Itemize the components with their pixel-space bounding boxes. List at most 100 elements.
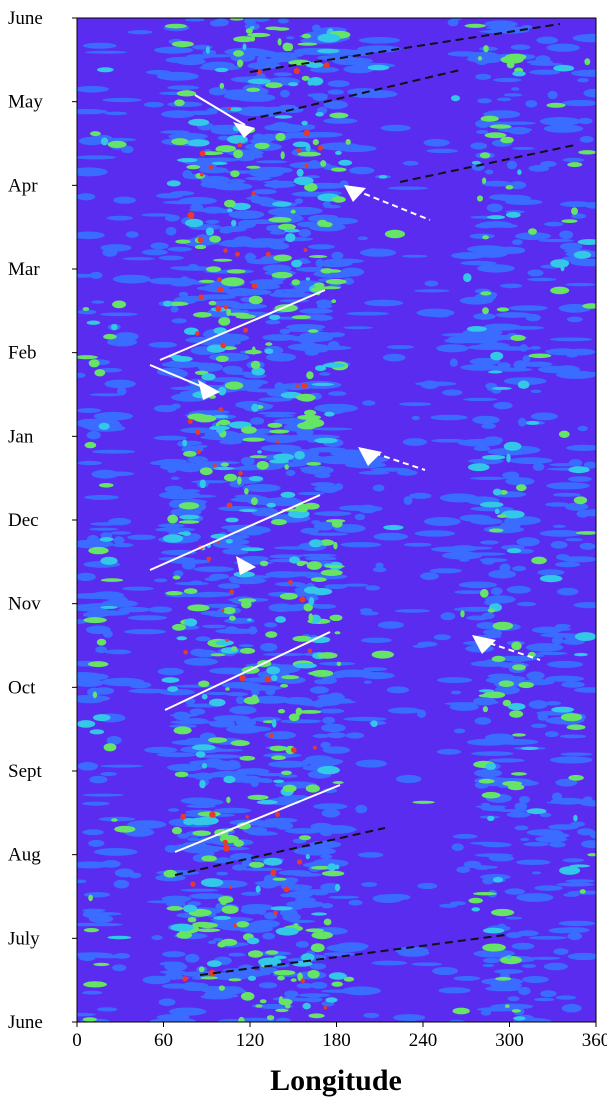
- texture-streak: [487, 673, 514, 679]
- texture-streak: [584, 202, 596, 209]
- y-tick-label: Jan: [8, 426, 34, 447]
- texture-streak: [230, 466, 259, 471]
- texture-streak: [514, 802, 528, 811]
- texture-streak: [506, 453, 511, 463]
- texture-streak: [578, 117, 593, 125]
- texture-streak: [316, 304, 333, 309]
- texture-streak: [177, 833, 190, 839]
- texture-streak: [510, 44, 531, 50]
- texture-spot: [223, 248, 228, 253]
- texture-streak: [481, 791, 501, 799]
- texture-streak: [324, 564, 345, 569]
- texture-spot: [209, 811, 216, 818]
- texture-streak: [323, 100, 348, 110]
- texture-streak: [150, 242, 169, 250]
- texture-streak: [547, 830, 564, 837]
- texture-streak: [251, 831, 276, 835]
- texture-streak: [314, 437, 338, 444]
- texture-streak: [213, 915, 231, 920]
- texture-streak: [317, 765, 340, 775]
- texture-streak: [275, 927, 299, 936]
- texture-streak: [218, 317, 231, 326]
- texture-streak: [154, 46, 194, 54]
- texture-streak: [468, 897, 483, 904]
- texture-streak: [225, 626, 238, 633]
- texture-streak: [226, 308, 232, 316]
- texture-streak: [576, 510, 589, 518]
- texture-streak: [311, 931, 333, 940]
- texture-streak: [286, 36, 295, 40]
- texture-spot: [301, 382, 308, 389]
- texture-streak: [483, 436, 503, 444]
- texture-streak: [485, 169, 494, 175]
- texture-streak: [182, 85, 192, 91]
- texture-streak: [121, 145, 134, 154]
- texture-streak: [495, 976, 512, 981]
- texture-streak: [199, 467, 213, 476]
- texture-streak: [205, 46, 210, 54]
- texture-streak: [481, 842, 512, 848]
- texture-streak: [225, 760, 240, 767]
- texture-streak: [173, 570, 184, 578]
- texture-streak: [559, 242, 583, 251]
- texture-streak: [478, 689, 495, 693]
- texture-streak: [154, 578, 168, 583]
- texture-streak: [268, 760, 309, 768]
- texture-streak: [113, 879, 130, 889]
- texture-streak: [478, 949, 515, 958]
- texture-streak: [490, 26, 530, 34]
- texture-spot: [269, 733, 274, 738]
- texture-streak: [209, 720, 236, 728]
- y-tick-label: May: [8, 92, 43, 113]
- texture-streak: [88, 894, 93, 902]
- texture-streak: [320, 160, 327, 167]
- texture-spot: [221, 608, 225, 613]
- texture-streak: [275, 132, 286, 142]
- texture-streak: [397, 469, 418, 476]
- texture-streak: [212, 182, 253, 191]
- texture-streak: [447, 51, 478, 57]
- texture-streak: [300, 527, 320, 534]
- texture-streak: [233, 839, 244, 847]
- texture-streak: [309, 636, 331, 644]
- texture-streak: [315, 365, 327, 372]
- texture-streak: [310, 943, 325, 953]
- texture-streak: [487, 815, 495, 822]
- texture-streak: [529, 69, 561, 75]
- texture-spot: [270, 869, 277, 876]
- texture-streak: [169, 724, 197, 729]
- texture-streak: [506, 160, 518, 170]
- texture-streak: [522, 976, 549, 983]
- texture-streak: [215, 147, 225, 152]
- texture-streak: [158, 523, 185, 528]
- texture-streak: [113, 536, 125, 545]
- texture-streak: [489, 124, 512, 129]
- texture-streak: [415, 381, 457, 387]
- texture-streak: [177, 531, 191, 535]
- texture-streak: [220, 462, 229, 467]
- texture-streak: [473, 313, 496, 320]
- texture-streak: [387, 186, 428, 190]
- texture-streak: [537, 894, 546, 901]
- texture-streak: [264, 817, 298, 824]
- texture-streak: [114, 332, 139, 342]
- texture-streak: [328, 895, 360, 899]
- texture-streak: [201, 763, 208, 769]
- texture-streak: [355, 804, 368, 814]
- texture-streak: [313, 282, 325, 288]
- texture-streak: [111, 818, 118, 822]
- texture-streak: [178, 464, 202, 473]
- texture-streak: [255, 1004, 263, 1008]
- texture-streak: [86, 320, 101, 325]
- texture-streak: [310, 427, 353, 431]
- texture-streak: [326, 269, 342, 273]
- texture-streak: [335, 150, 342, 155]
- texture-streak: [98, 422, 110, 430]
- texture-streak: [394, 609, 430, 613]
- texture-streak: [331, 981, 344, 987]
- texture-streak: [101, 860, 121, 868]
- texture-streak: [284, 1002, 291, 1009]
- texture-streak: [319, 372, 331, 376]
- texture-streak: [292, 635, 313, 642]
